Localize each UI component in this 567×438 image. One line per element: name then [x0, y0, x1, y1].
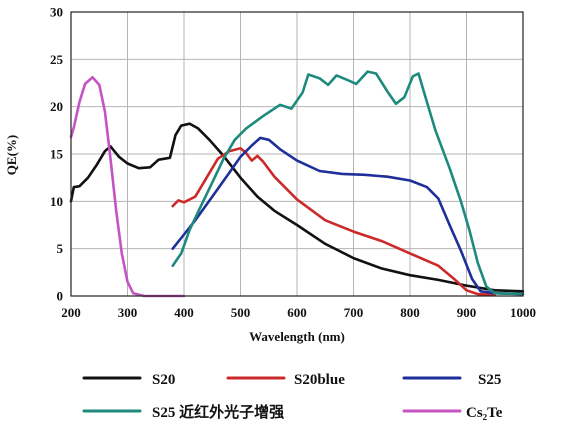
series-line-2: [171, 136, 525, 296]
y-tick-label: 15: [50, 147, 64, 162]
y-tick-label: 30: [50, 5, 63, 20]
legend-item-cs2te: Cs₂Te: [402, 405, 503, 421]
y-tick-label: 0: [57, 289, 64, 304]
legend-label-cs2te: Cs₂Te: [466, 405, 503, 421]
legend-item-s20blue: S20blue: [226, 372, 345, 388]
series-line-1: [171, 147, 497, 297]
legend-label-s20blue: S20blue: [294, 372, 345, 388]
legend-item-s25: S25: [402, 372, 501, 388]
legend-item-s20: S20: [82, 372, 175, 388]
series-lines: [69, 70, 525, 298]
plot-frame: [70, 11, 524, 297]
grid: [71, 12, 523, 296]
x-tick-label: 600: [287, 305, 307, 320]
series-line-3: [171, 70, 525, 296]
legend: S20 S20blue S25 S25 近红外光子增强 Cs₂Te: [82, 372, 503, 421]
y-tick-label: 25: [50, 52, 64, 67]
series-line-0: [69, 122, 525, 293]
x-tick-label: 1000: [510, 305, 536, 320]
x-tick-label: 700: [344, 305, 364, 320]
legend-label-s25-nir: S25 近红外光子增强: [152, 403, 284, 421]
legend-label-s20: S20: [152, 372, 175, 388]
y-tick-label: 20: [50, 99, 63, 114]
legend-label-s25: S25: [478, 372, 501, 388]
y-tick-label: 10: [50, 194, 63, 209]
x-tick-label: 800: [400, 305, 420, 320]
x-tick-label: 300: [118, 305, 138, 320]
x-tick-label: 400: [174, 305, 194, 320]
legend-item-s25-nir: S25 近红外光子增强: [82, 403, 284, 421]
y-tick-label: 5: [57, 241, 64, 256]
x-axis-title: Wavelength (nm): [249, 329, 345, 344]
y-axis-title: QE(%): [4, 135, 19, 175]
series-line-4: [69, 76, 186, 298]
tick-labels: 200 300 400 500 600 700 800 900 1000 0 5 10 15 20 25 30: [50, 5, 536, 321]
x-tick-label: 500: [231, 305, 251, 320]
x-tick-label: 200: [61, 305, 81, 320]
x-tick-label: 900: [457, 305, 477, 320]
